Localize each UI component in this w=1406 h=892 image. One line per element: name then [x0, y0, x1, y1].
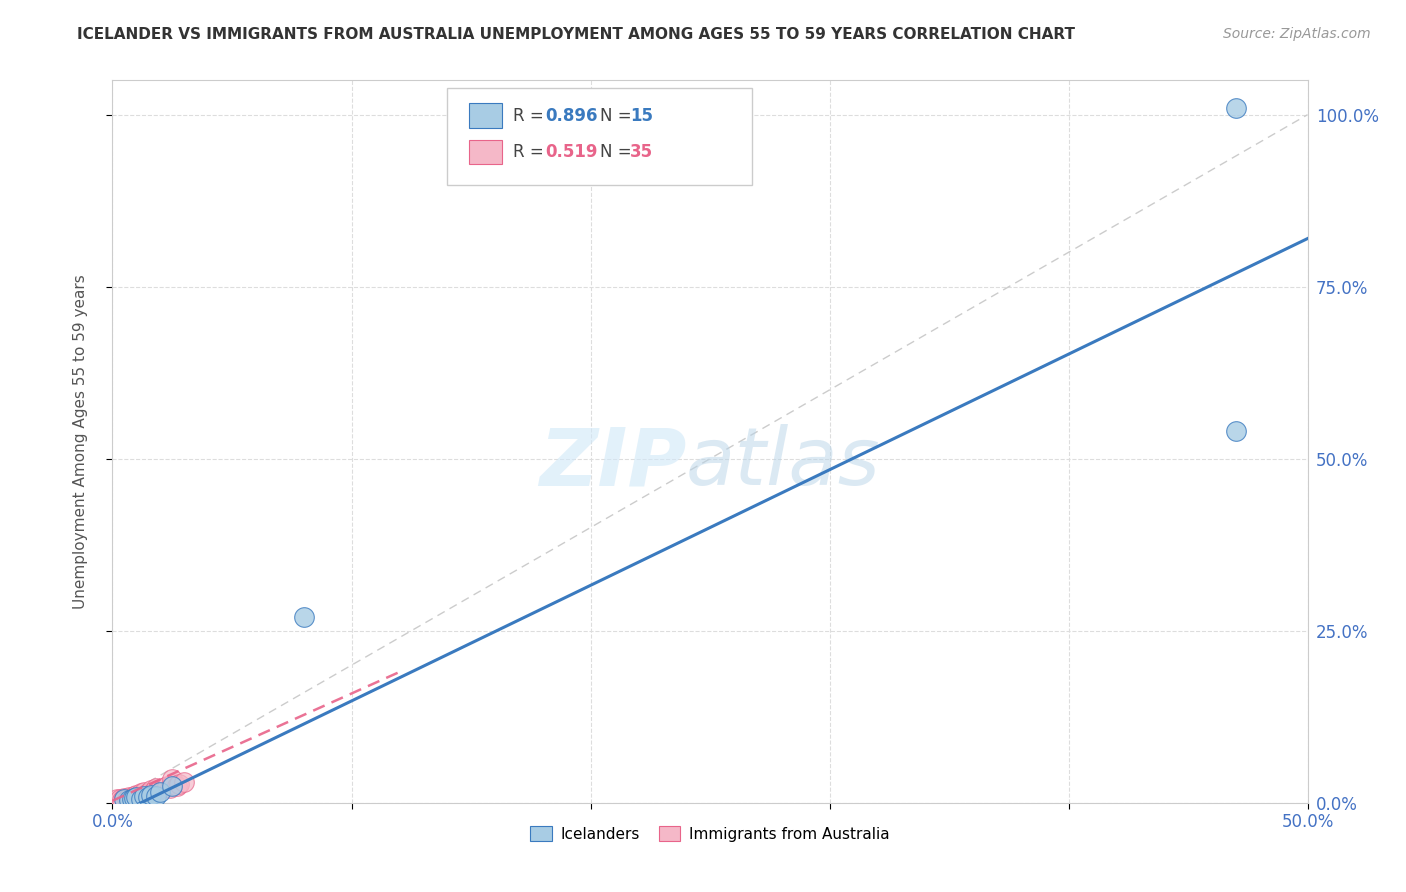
- Point: [111, 793, 134, 807]
- Point: [159, 780, 181, 795]
- Point: [292, 610, 315, 624]
- Point: [114, 792, 135, 806]
- Point: [149, 785, 172, 799]
- Text: ICELANDER VS IMMIGRANTS FROM AUSTRALIA UNEMPLOYMENT AMONG AGES 55 TO 59 YEARS CO: ICELANDER VS IMMIGRANTS FROM AUSTRALIA U…: [77, 27, 1076, 42]
- Legend: Icelanders, Immigrants from Australia: Icelanders, Immigrants from Australia: [523, 818, 897, 849]
- Text: atlas: atlas: [686, 425, 882, 502]
- Text: Source: ZipAtlas.com: Source: ZipAtlas.com: [1223, 27, 1371, 41]
- Point: [118, 793, 141, 807]
- Text: ZIP: ZIP: [538, 425, 686, 502]
- Point: [132, 789, 155, 803]
- Point: [115, 792, 138, 806]
- Point: [122, 791, 145, 805]
- Point: [125, 790, 148, 805]
- FancyBboxPatch shape: [447, 87, 752, 185]
- Point: [162, 776, 183, 790]
- Point: [145, 789, 167, 803]
- Text: 0.896: 0.896: [546, 107, 598, 125]
- Point: [173, 775, 195, 789]
- Point: [129, 789, 152, 803]
- Point: [138, 790, 160, 805]
- Point: [129, 791, 152, 805]
- Point: [139, 788, 162, 802]
- Point: [1225, 101, 1247, 115]
- Point: [162, 779, 183, 793]
- Point: [125, 790, 148, 805]
- Point: [122, 789, 145, 803]
- Point: [121, 791, 143, 805]
- Point: [129, 786, 152, 800]
- Point: [145, 780, 167, 795]
- Text: R =: R =: [513, 143, 548, 161]
- Point: [122, 791, 145, 805]
- Point: [125, 788, 148, 802]
- Point: [118, 789, 141, 804]
- Point: [145, 785, 167, 799]
- Text: N =: N =: [600, 107, 637, 125]
- Point: [149, 782, 172, 797]
- Point: [142, 785, 165, 799]
- Point: [132, 789, 155, 803]
- Point: [146, 783, 169, 797]
- Point: [114, 791, 135, 805]
- Point: [1225, 424, 1247, 438]
- Point: [138, 786, 160, 800]
- Point: [139, 783, 162, 797]
- Point: [132, 785, 155, 799]
- Point: [152, 780, 174, 795]
- Point: [166, 779, 188, 793]
- Text: 0.519: 0.519: [546, 143, 598, 161]
- Point: [169, 776, 191, 790]
- FancyBboxPatch shape: [468, 103, 502, 128]
- Point: [108, 792, 131, 806]
- Point: [121, 791, 143, 805]
- Point: [105, 791, 128, 805]
- Text: 35: 35: [630, 143, 652, 161]
- Point: [139, 787, 162, 801]
- Text: N =: N =: [600, 143, 637, 161]
- FancyBboxPatch shape: [468, 139, 502, 164]
- Point: [156, 779, 179, 793]
- Point: [162, 772, 183, 786]
- Point: [128, 789, 150, 804]
- Point: [135, 788, 157, 802]
- Text: R =: R =: [513, 107, 548, 125]
- Text: 15: 15: [630, 107, 652, 125]
- Y-axis label: Unemployment Among Ages 55 to 59 years: Unemployment Among Ages 55 to 59 years: [73, 274, 89, 609]
- Point: [153, 780, 176, 794]
- Point: [118, 791, 141, 805]
